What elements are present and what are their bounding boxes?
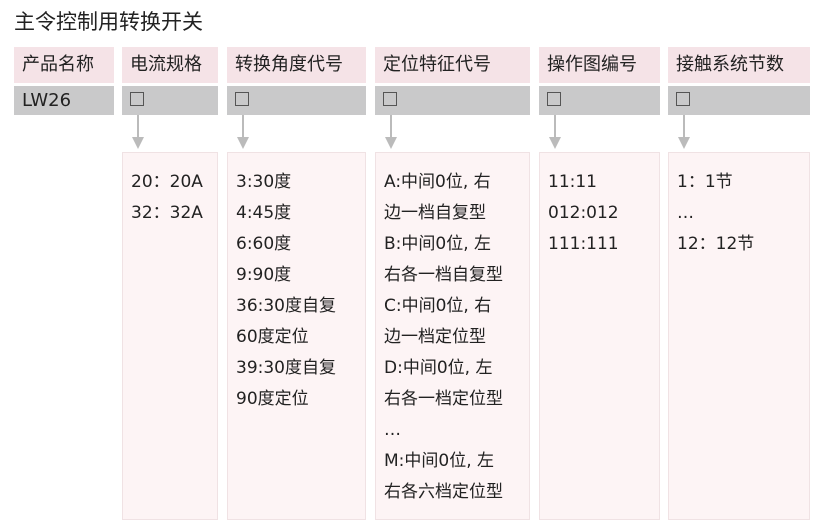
option-item: 11:11 [548, 172, 597, 192]
option-item: 12：12节 [677, 234, 755, 254]
option-item: 111:111 [548, 234, 619, 254]
page-title: 主令控制用转换开关 [14, 10, 203, 34]
product-code: LW26 [14, 86, 114, 115]
column-current-spec: 电流规格 [122, 47, 218, 115]
placeholder-box-icon [130, 92, 144, 106]
placeholder-code [227, 86, 366, 115]
column-header: 转换角度代号 [227, 47, 366, 83]
option-item: 39:30度自复 [236, 358, 336, 378]
option-item: M:中间0位, 左 [384, 451, 495, 471]
arrow-down-icon [132, 115, 144, 149]
option-item: 右各一档自复型 [384, 265, 503, 285]
options-list-contact-sections: 1：1节 … 12：12节 [668, 152, 810, 520]
column-header: 操作图编号 [539, 47, 660, 83]
column-header: 电流规格 [122, 47, 218, 83]
option-item: … [384, 420, 401, 440]
placeholder-code [539, 86, 660, 115]
options-list-current-spec: 20：20A 32：32A [122, 152, 218, 520]
arrow-down-icon [549, 115, 561, 149]
placeholder-box-icon [383, 92, 397, 106]
option-item: 边一档自复型 [384, 203, 486, 223]
column-product-name: 产品名称 LW26 [14, 47, 114, 115]
option-item: D:中间0位, 左 [384, 358, 493, 378]
option-item: 9:90度 [236, 265, 292, 285]
arrow-down-icon [237, 115, 249, 149]
column-header: 接触系统节数 [668, 47, 810, 83]
placeholder-box-icon [547, 92, 561, 106]
option-item: 3:30度 [236, 172, 292, 192]
option-item: 4:45度 [236, 203, 292, 223]
column-position-code: 定位特征代号 [375, 47, 530, 115]
option-item: 012:012 [548, 203, 619, 223]
option-item: 60度定位 [236, 327, 309, 347]
column-header: 产品名称 [14, 47, 114, 83]
column-diagram-number: 操作图编号 [539, 47, 660, 115]
option-item: 6:60度 [236, 234, 292, 254]
placeholder-code [668, 86, 810, 115]
option-item: 90度定位 [236, 389, 309, 409]
placeholder-code [375, 86, 530, 115]
option-item: 36:30度自复 [236, 296, 336, 316]
option-item: 1：1节 [677, 172, 733, 192]
arrow-down-icon [385, 115, 397, 149]
option-item: 右各六档定位型 [384, 482, 503, 502]
option-item: … [677, 203, 694, 223]
option-item: 32：32A [131, 203, 203, 223]
option-item: 边一档定位型 [384, 327, 486, 347]
placeholder-box-icon [676, 92, 690, 106]
option-item: 20：20A [131, 172, 203, 192]
options-list-position-code: A:中间0位, 右边一档自复型 B:中间0位, 左右各一档自复型 C:中间0位, 右… [375, 152, 530, 520]
option-item: 右各一档定位型 [384, 389, 503, 409]
option-item: A:中间0位, 右 [384, 172, 491, 192]
options-list-angle-code: 3:30度 4:45度 6:60度 9:90度 36:30度自复 60度定位 39:30度自… [227, 152, 366, 520]
option-item: C:中间0位, 右 [384, 296, 492, 316]
options-list-diagram-number: 11:11 012:012 111:111 [539, 152, 660, 520]
placeholder-box-icon [235, 92, 249, 106]
arrow-down-icon [678, 115, 690, 149]
column-angle-code: 转换角度代号 [227, 47, 366, 115]
column-contact-sections: 接触系统节数 [668, 47, 810, 115]
option-item: B:中间0位, 左 [384, 234, 492, 254]
column-header: 定位特征代号 [375, 47, 530, 83]
placeholder-code [122, 86, 218, 115]
